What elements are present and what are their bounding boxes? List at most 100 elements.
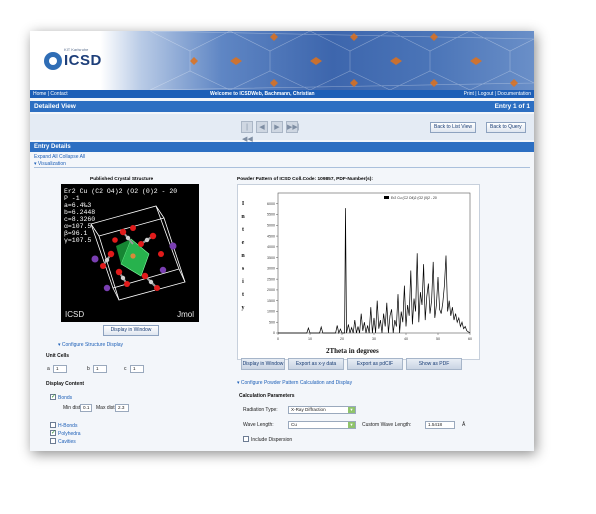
y-axis-label-letter: s — [241, 266, 245, 272]
y-axis-label-letter: t — [242, 292, 244, 298]
export-xy-button[interactable]: Export as x-y data — [288, 358, 344, 370]
print-logout-doc-links[interactable]: Print | Logout | Documentation — [463, 91, 531, 97]
hbonds-label: H-Bonds — [58, 423, 78, 429]
jmol-info-text: Er2 Cu (C2 O4)2 (O2 (0)2 - 20 P -1 a=6.4… — [64, 188, 178, 244]
unit-cells-label: Unit Cells — [46, 353, 70, 359]
y-tick-label: 1000 — [267, 310, 275, 314]
logo-caption: KIT Karlsruhe — [64, 47, 89, 52]
legend-swatch — [384, 196, 389, 199]
y-tick-label: 5000 — [267, 224, 275, 228]
x-axis-label: 2Theta in degrees — [326, 347, 379, 355]
y-tick-label: 2000 — [267, 288, 275, 292]
crystal-3d-model — [90, 205, 186, 301]
top-nav-bar: Home | Contact Welcome to ICSDWeb, Bachm… — [30, 90, 534, 98]
chevron-down-icon: ▼ — [348, 422, 355, 428]
cell-b-label: b — [87, 366, 90, 372]
min-dist-input[interactable]: 0.1 — [80, 404, 92, 412]
home-contact-links[interactable]: Home | Contact — [33, 91, 68, 97]
y-tick-label: 3000 — [267, 267, 275, 271]
polyhedra-checkbox[interactable]: ✓ — [50, 430, 57, 436]
entry-details-header: Entry Details — [30, 142, 534, 152]
jmol-viewer[interactable]: Er2 Cu (C2 O4)2 (O2 (0)2 - 20 P -1 a=6.4… — [61, 184, 199, 322]
browser-window: KIT Karlsruhe ICSD Home | Contact Welcom… — [30, 31, 534, 451]
radiation-type-select[interactable]: X-Ray Diffraction ▼ — [288, 406, 356, 414]
next-page-button[interactable]: ▶ — [271, 121, 283, 133]
crystal-structure-title: Published Crystal Structure — [90, 177, 154, 182]
back-to-list-button[interactable]: Back to List View — [430, 122, 476, 133]
x-tick-label: 50 — [436, 337, 440, 341]
export-pdcif-button[interactable]: Export as pdCIF — [347, 358, 403, 370]
custom-wave-length-input[interactable]: 1.5418 — [425, 421, 455, 429]
jmol-icsd-label: ICSD — [65, 310, 85, 319]
cell-b-input[interactable]: 1 — [93, 365, 107, 373]
bonds-checkbox[interactable]: ✓ — [50, 394, 57, 400]
back-to-query-button[interactable]: Back to Query — [486, 122, 526, 133]
detailed-view-title: Detailed View — [34, 103, 76, 110]
wave-length-select[interactable]: Cu ▼ — [288, 421, 356, 429]
cell-c-input[interactable]: 1 — [130, 365, 144, 373]
chevron-down-icon: ▼ — [348, 407, 355, 413]
visualization-toggle[interactable]: ▾ Visualization — [34, 161, 530, 168]
include-dispersion-label: Include Dispersion — [251, 437, 293, 443]
cell-c-label: c — [124, 366, 127, 372]
hbonds-checkbox[interactable] — [50, 422, 56, 428]
last-page-button[interactable]: ▶▶| — [286, 121, 300, 133]
x-tick-label: 60 — [468, 337, 472, 341]
pager: |◀◀ ◀ ▶ ▶▶| — [241, 121, 300, 143]
detailed-view-header: Detailed View Entry 1 of 1 — [30, 101, 534, 112]
plot-area — [277, 192, 471, 334]
y-tick-label: 3500 — [267, 256, 275, 260]
welcome-text: Welcome to ICSDWeb, Bachmann, Christian — [210, 91, 315, 97]
powder-chart-svg: 0500100015002000250030003500400045005000… — [267, 192, 472, 341]
max-dist-input[interactable]: 2.3 — [115, 404, 129, 412]
entry-details-title: Entry Details — [34, 144, 71, 150]
x-tick-label: 10 — [308, 337, 312, 341]
series-line — [278, 208, 471, 335]
y-tick-label: 0 — [273, 331, 275, 335]
y-axis-label-letter: i — [242, 279, 244, 285]
entry-counter: Entry 1 of 1 — [494, 103, 530, 110]
angstrom-unit: Å — [462, 422, 466, 428]
icsd-banner: KIT Karlsruhe ICSD — [30, 31, 534, 90]
y-tick-label: 4000 — [267, 245, 275, 249]
y-axis-label-letter: t — [242, 227, 244, 233]
calculation-parameters-label: Calculation Parameters — [239, 393, 295, 399]
y-tick-label: 6000 — [267, 202, 275, 206]
legend-label: Er2 Cu (C2 O4)2 (O2 (0)2 - 20 — [391, 196, 437, 200]
previous-page-button[interactable]: ◀ — [256, 121, 268, 133]
y-tick-label: 2500 — [267, 277, 275, 281]
y-tick-label: 4500 — [267, 234, 275, 238]
powder-display-window-button[interactable]: Display in Window — [241, 358, 285, 370]
display-content-label: Display Content — [46, 381, 85, 387]
polyhedra-label: Polyhedra — [58, 431, 81, 437]
include-dispersion-checkbox[interactable] — [243, 436, 249, 442]
jmol-logo: Jmol — [177, 310, 194, 319]
configure-structure-toggle[interactable]: ▾ Configure Structure Display — [58, 342, 124, 348]
fiz-logo-icon — [44, 52, 62, 70]
y-tick-label: 5500 — [267, 213, 275, 217]
icsd-logo[interactable]: KIT Karlsruhe ICSD — [44, 44, 106, 76]
x-tick-label: 20 — [340, 337, 344, 341]
x-tick-label: 0 — [277, 337, 279, 341]
wave-length-label: Wave Length: — [243, 422, 274, 428]
show-pdf-button[interactable]: Show as PDF — [406, 358, 462, 370]
expand-collapse-links[interactable]: Expand All Collapse All — [34, 154, 86, 160]
cell-a-input[interactable]: 1 — [53, 365, 67, 373]
navigation-row: |◀◀ ◀ ▶ ▶▶| Back to List View Back to Qu… — [30, 114, 534, 143]
configure-powder-toggle[interactable]: ▾ Configure Powder Pattern Calculation a… — [237, 380, 353, 386]
max-dist-label: Max dist — [96, 405, 115, 411]
y-axis-label-letter: y — [241, 305, 245, 311]
x-tick-label: 30 — [372, 337, 376, 341]
first-page-button[interactable]: |◀◀ — [241, 121, 253, 143]
y-tick-label: 1500 — [267, 299, 275, 303]
y-axis-label-letter: e — [241, 240, 245, 246]
min-dist-label: Min dist — [63, 405, 81, 411]
cavities-label: Cavities — [58, 439, 76, 445]
logo-name: ICSD — [64, 52, 102, 69]
crystal-display-window-button[interactable]: Display in Window — [103, 325, 159, 336]
y-tick-label: 500 — [269, 320, 275, 324]
powder-pattern-title: Powder Pattern of ICSD Coll.Code: 109857… — [237, 177, 373, 182]
radiation-type-label: Radiation Type: — [243, 407, 278, 413]
cell-a-label: a — [47, 366, 50, 372]
cavities-checkbox[interactable] — [50, 438, 56, 444]
